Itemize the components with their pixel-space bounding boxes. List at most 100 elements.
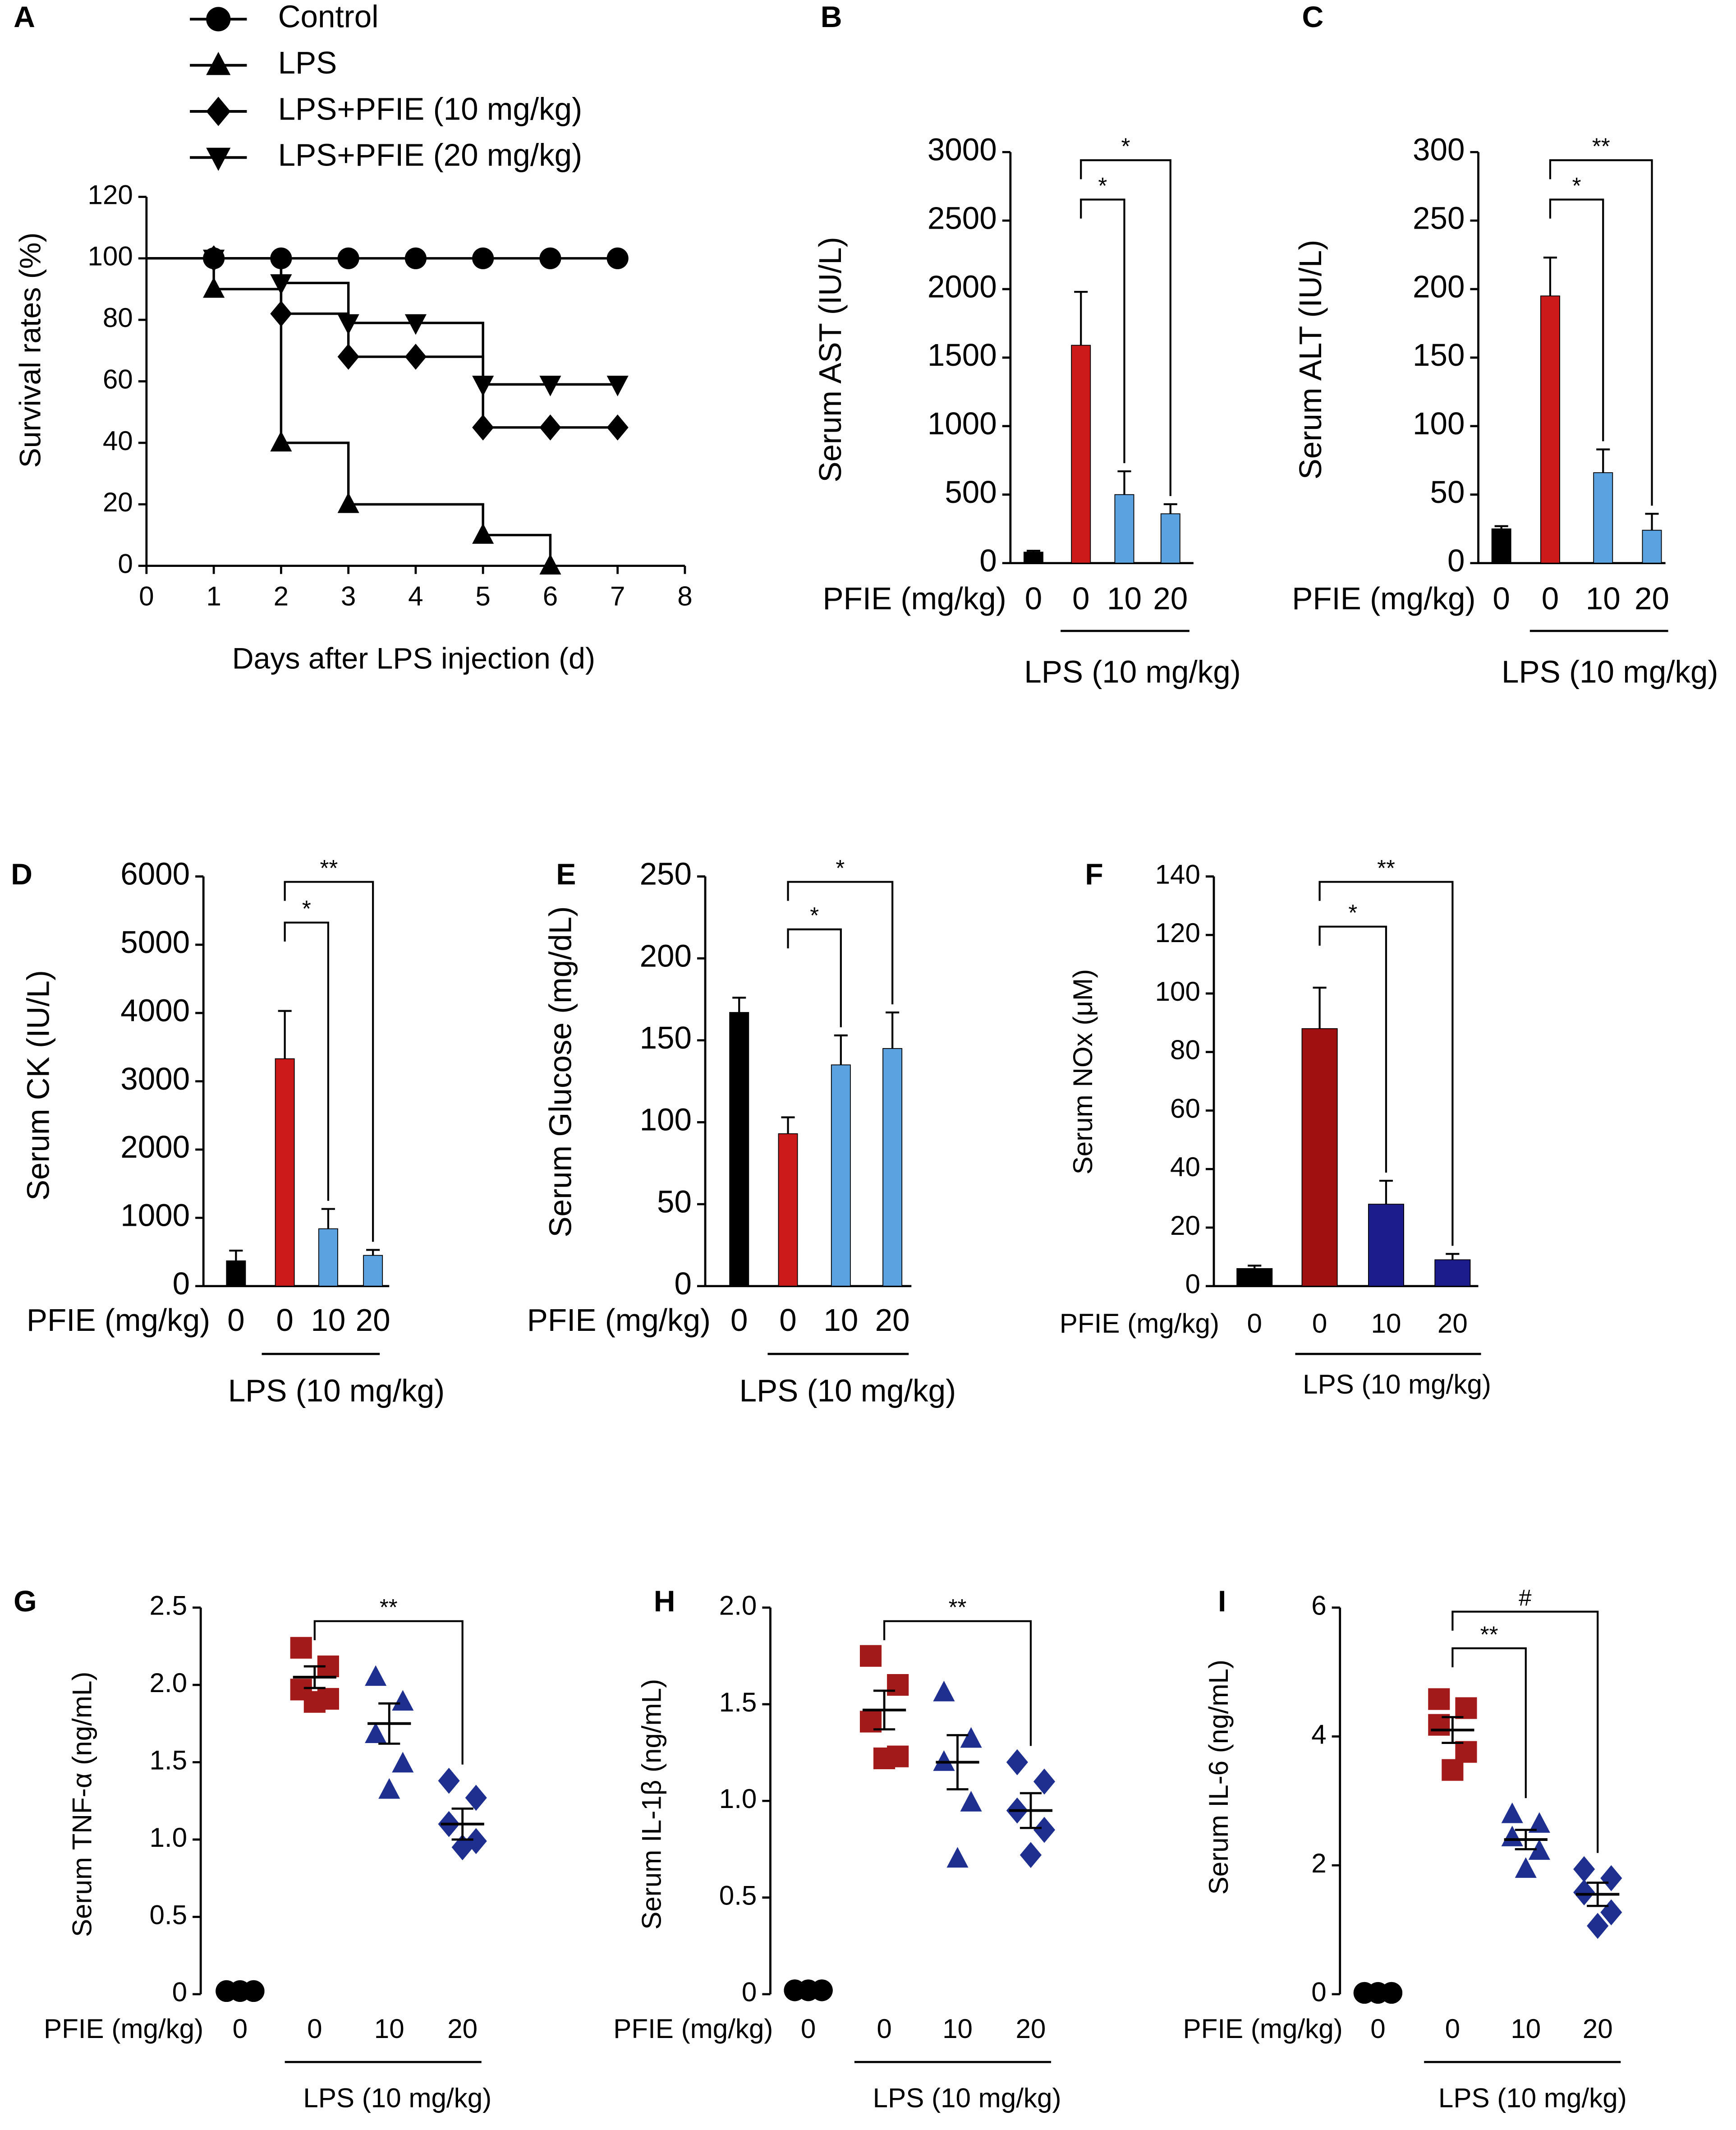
y-axis-label: Serum NOx (μM) [1068,969,1098,1175]
y-tick-label: 0 [173,1266,190,1301]
group-label: LPS (10 mg/kg) [1502,654,1718,690]
x-tick-label: 0 [1493,581,1510,616]
x-tick-label: 10 [942,2014,973,2044]
x-tick-label: 20 [356,1302,390,1338]
y-tick-label: 3000 [120,1061,190,1096]
survival-line [146,257,618,386]
y-tick-label: 0 [1185,1269,1200,1299]
y-tick-label: 100 [640,1102,692,1137]
significance-label: ** [949,1594,967,1620]
legend-label: Control [278,0,379,34]
marker [1455,1697,1477,1719]
marker [337,344,359,370]
marker [859,1645,882,1667]
x-tick-label: 2 [274,581,289,612]
error-bar [1645,513,1659,530]
y-tick-label: 200 [1413,269,1465,304]
panel-label: B [821,0,842,34]
error-bar [781,1116,795,1134]
marker [946,1847,969,1868]
y-tick-label: 2 [1311,1848,1326,1878]
x-tick-label: 4 [408,581,423,612]
legend-marker [206,147,231,171]
y-tick-label: 0 [1311,1977,1326,2007]
y-tick-label: 0.5 [149,1900,187,1930]
x-tick-label: 10 [1371,1308,1401,1339]
significance-bracket [1549,159,1653,506]
x-tick-label: 5 [475,581,490,612]
marker [438,1767,460,1794]
error-bar [1248,1265,1262,1269]
sem-bar [1442,1716,1464,1744]
x-axis-label: PFIE (mg/kg) [1183,2014,1343,2044]
panel-label: G [14,1585,37,1618]
marker [337,492,359,513]
y-tick-label: 2000 [928,269,997,304]
x-tick-label: 0 [1025,581,1042,616]
error-bar [1379,1180,1393,1205]
x-tick-label: 10 [311,1302,345,1338]
y-axis-label: Serum IL-6 (ng/mL) [1203,1660,1234,1895]
y-tick-label: 1500 [928,337,997,373]
panel-label: E [556,858,576,891]
significance-label: * [810,902,819,928]
error-bar [1313,986,1327,1029]
significance-bracket [313,1620,464,1765]
marker [1501,1826,1523,1846]
error-bar [1543,257,1557,296]
significance-bracket [1451,1647,1527,1799]
x-tick-label: 0 [276,1302,293,1338]
marker [933,1750,955,1771]
significance-bracket [787,881,894,1004]
marker [404,344,427,370]
marker [472,376,494,396]
x-tick-label: 0 [1072,581,1089,616]
bar [1071,345,1091,564]
marker [1033,1817,1056,1843]
significance-label: ** [1480,1621,1498,1647]
y-tick-label: 6 [1311,1591,1326,1621]
error-bar [1446,1253,1460,1260]
y-tick-label: 6000 [120,856,190,892]
x-axis-label: PFIE (mg/kg) [27,1302,210,1338]
error-bar [886,1011,900,1049]
x-tick-label: 0 [1312,1308,1327,1339]
y-axis-label: Serum ALT (IU/L) [1293,240,1328,480]
bar [275,1058,295,1287]
significance-label: * [1121,133,1130,159]
y-axis-label: Serum IL-1β (ng/mL) [637,1679,667,1930]
y-tick-label: 100 [1413,406,1465,441]
marker [1515,1857,1537,1878]
legend-marker [206,97,231,126]
marker [1573,1856,1595,1882]
y-tick-label: 80 [103,303,133,333]
marker [539,554,561,575]
y-tick-label: 0 [675,1266,692,1301]
marker [606,414,629,441]
y-tick-label: 40 [1170,1152,1200,1182]
x-tick-label: 0 [1247,1308,1262,1339]
legend-label: LPS+PFIE (20 mg/kg) [278,138,583,173]
marker [1587,1913,1609,1939]
x-axis-label: PFIE (mg/kg) [1060,1308,1219,1339]
error-bar [366,1249,380,1256]
marker [465,1785,487,1811]
panel-label: A [14,0,35,34]
y-tick-label: 0 [172,1977,187,2007]
marker [290,1637,312,1659]
x-tick-label: 10 [823,1302,858,1338]
error-bar [1163,503,1177,514]
bar [363,1255,383,1287]
y-tick-label: 60 [1170,1093,1200,1123]
legend-label: LPS [278,45,337,80]
bar [1434,1259,1471,1287]
error-bar [321,1208,335,1229]
sem-bar [451,1807,473,1841]
y-tick-label: 100 [1155,976,1200,1007]
x-tick-label: 3 [341,581,356,612]
y-tick-label: 150 [1413,337,1465,373]
y-tick-label: 200 [640,938,692,973]
bar [1642,529,1662,564]
sem-bar [378,1702,400,1745]
marker [337,247,359,269]
